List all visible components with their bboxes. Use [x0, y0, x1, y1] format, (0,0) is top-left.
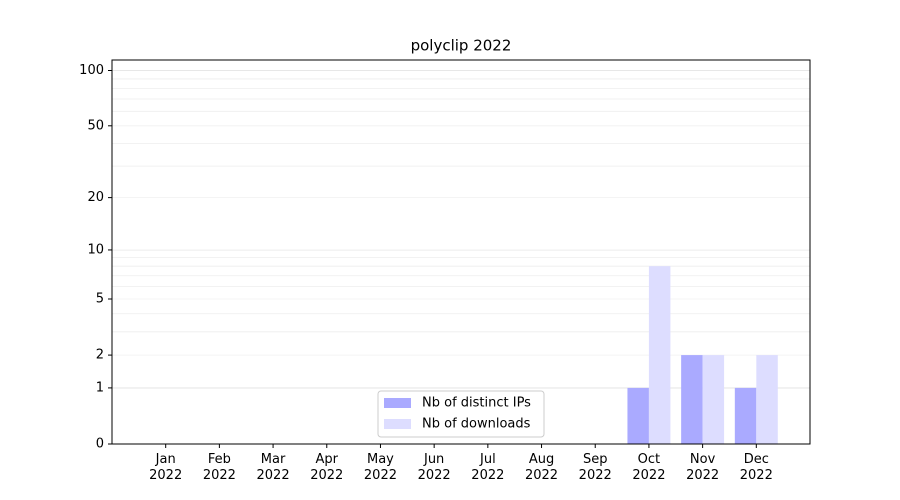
x-tick-label: Nov 2022	[686, 452, 720, 483]
legend-swatch	[384, 398, 411, 408]
y-tick-label: 20	[87, 190, 104, 205]
y-tick-label: 2	[96, 348, 104, 363]
x-tick-label: Apr 2022	[310, 452, 344, 483]
bar	[627, 387, 649, 444]
x-tick-label: May 2022	[363, 452, 397, 483]
x-tick-label: Sep 2022	[578, 452, 612, 483]
x-tick-label: Mar 2022	[256, 452, 290, 483]
grid	[112, 70, 810, 445]
legend-frame	[377, 390, 545, 438]
y-tick-label: 50	[87, 118, 104, 133]
bar	[702, 355, 725, 444]
x-tick-label: Jul 2022	[471, 452, 505, 483]
bar	[681, 355, 703, 444]
x-tick-label: Jan 2022	[149, 452, 183, 483]
legend-swatch	[384, 419, 411, 429]
x-tick-label: Aug 2022	[524, 452, 559, 483]
bar	[756, 355, 778, 444]
bar	[648, 266, 671, 444]
legend-label: Nb of downloads	[422, 417, 531, 432]
y-tick-label: 0	[96, 437, 104, 452]
y-tick-label: 1	[96, 380, 104, 395]
bar	[734, 387, 757, 444]
chart-title: polyclip 2022	[411, 37, 512, 55]
legend: Nb of distinct IPs Nb of downloads	[377, 390, 545, 438]
legend-label: Nb of distinct IPs	[422, 396, 531, 411]
x-tick-label: Oct 2022	[632, 452, 666, 483]
x-tick-label: Feb 2022	[202, 452, 236, 483]
y-tick-label: 10	[87, 242, 104, 257]
y-tick-label: 5	[96, 291, 104, 306]
x-tick-label: Jun 2022	[417, 452, 451, 483]
plot-frame	[111, 59, 811, 445]
y-tick-label: 100	[79, 63, 104, 78]
x-tick-label: Dec 2022	[739, 452, 773, 483]
